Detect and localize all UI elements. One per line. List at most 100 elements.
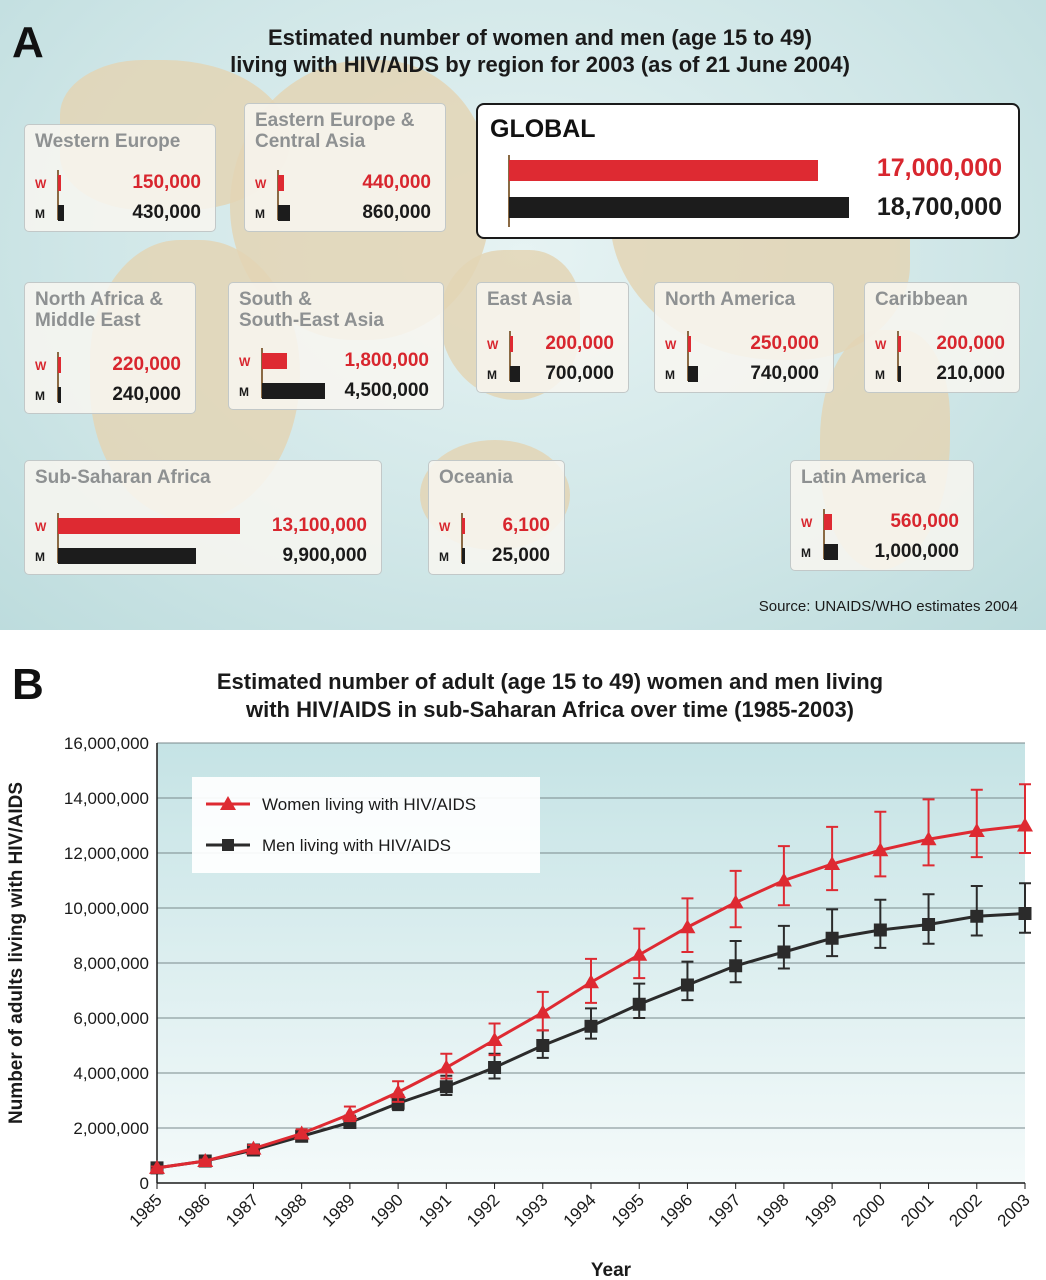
region-name: Caribbean (875, 289, 968, 310)
region-axis-line (261, 348, 263, 398)
y-tick-label: 2,000,000 (73, 1119, 149, 1138)
panel-a-title-line1: Estimated number of women and men (age 1… (268, 25, 812, 50)
data-point-triangle (727, 894, 744, 909)
region-western-europe: Western Europe W 150,000 M 430,000 (24, 124, 216, 232)
x-tick-label: 1993 (511, 1190, 551, 1230)
data-point-square (488, 1061, 502, 1074)
region-women-label: W (255, 177, 267, 191)
data-point-triangle (920, 831, 937, 846)
region-men-bar (58, 205, 64, 221)
y-tick-label: 6,000,000 (73, 1009, 149, 1028)
region-men-label: M (487, 368, 497, 382)
region-sub-saharan-africa: Sub-Saharan Africa W 13,100,000 M 9,900,000 (24, 460, 382, 575)
region-women-label: W (875, 338, 887, 352)
x-tick-label: 1998 (753, 1190, 793, 1230)
region-axis-line (57, 513, 59, 563)
x-axis-title: Year (591, 1260, 632, 1280)
x-tick-label: 2003 (994, 1190, 1034, 1230)
region-men-label: M (255, 207, 265, 221)
region-name: Latin America (801, 467, 926, 488)
data-point-triangle (583, 974, 599, 989)
region-women-bar (510, 336, 513, 352)
y-tick-label: 10,000,000 (64, 899, 149, 918)
data-point-triangle (679, 919, 696, 934)
x-tick-label: 1994 (560, 1190, 600, 1230)
region-women-bar (688, 336, 692, 352)
data-point-square (584, 1019, 598, 1033)
panel-b-title: Estimated number of adult (age 15 to 49)… (130, 668, 970, 724)
global-axis-line (508, 155, 510, 227)
global-women-bar (509, 160, 819, 181)
source-note: Source: UNAIDS/WHO estimates 2004 (758, 598, 1018, 615)
x-tick-label: 1990 (367, 1190, 407, 1230)
data-point-square (632, 997, 646, 1011)
region-axis-line (823, 509, 825, 559)
region-women-bar (58, 518, 241, 534)
region-women-label: W (35, 359, 47, 373)
x-tick-label: 1986 (174, 1190, 214, 1230)
data-point-triangle (824, 856, 841, 870)
region-men-label: M (239, 385, 249, 399)
global-women-value: 17,000,000 (876, 154, 1002, 182)
region-eastern-europe: Eastern Europe & Central Asia W 440,000 M 86… (244, 103, 446, 232)
region-axis-line (277, 170, 279, 220)
region-women-label: W (35, 177, 47, 191)
region-women-label: W (239, 355, 251, 369)
legend: Women living with HIV/AIDS Men living wit… (192, 777, 540, 873)
y-tick-label: 12,000,000 (64, 844, 149, 863)
x-tick-label: 1992 (463, 1190, 503, 1230)
region-caribbean: Caribbean W 200,000 M 210,000 (864, 282, 1020, 393)
region-north-america: North America W 250,000 M 740,000 (654, 282, 834, 393)
global-box: GLOBAL 17,000,000 18,700,000 (476, 103, 1020, 239)
region-axis-line (509, 331, 511, 381)
global-men-value: 18,700,000 (876, 193, 1002, 221)
panel-b-letter: B (12, 660, 44, 709)
y-tick-label: 4,000,000 (73, 1064, 149, 1083)
region-south-east-asia: South & South-East Asia W 1,800,000 M 4,500,… (228, 282, 444, 410)
region-women-bar (278, 175, 285, 191)
data-point-square (1018, 907, 1032, 920)
region-men-bar (510, 366, 520, 382)
region-women-value: 560,000 (890, 511, 959, 532)
region-men-label: M (439, 550, 449, 564)
region-men-bar (898, 366, 901, 382)
y-tick-label: 14,000,000 (64, 789, 149, 808)
legend-marker-triangle (220, 796, 236, 810)
panel-a-title: Estimated number of women and men (age 1… (140, 24, 940, 78)
data-point-square (922, 918, 936, 931)
region-women-value: 1,800,000 (344, 350, 429, 371)
region-men-bar (824, 544, 838, 560)
region-women-value: 200,000 (936, 333, 1005, 354)
y-axis-title: Number of adults living with HIV/AIDS (6, 782, 27, 1124)
data-point-square (873, 923, 887, 937)
data-point-square (536, 1039, 550, 1052)
region-women-value: 150,000 (132, 172, 201, 193)
y-tick-label: 0 (140, 1174, 149, 1193)
region-men-label: M (665, 368, 675, 382)
region-women-bar (462, 518, 465, 534)
x-tick-label: 1996 (656, 1190, 696, 1230)
region-women-value: 13,100,000 (271, 515, 367, 536)
x-tick-label: 1988 (270, 1190, 310, 1230)
data-point-triangle (245, 1140, 262, 1155)
data-point-triangle (438, 1059, 455, 1074)
data-point-triangle (341, 1106, 358, 1121)
data-point-square (729, 959, 743, 973)
region-name: North America (665, 289, 796, 310)
region-men-label: M (35, 389, 45, 403)
data-point-triangle (197, 1153, 214, 1167)
x-tick-label: 1987 (222, 1190, 262, 1230)
x-tick-label: 1985 (126, 1190, 166, 1230)
x-tick-label: 1997 (704, 1190, 744, 1230)
legend-marker-square (222, 839, 234, 851)
region-axis-line (897, 331, 899, 381)
region-women-value: 220,000 (112, 354, 181, 375)
region-name: South & South-East Asia (239, 289, 384, 331)
region-men-value: 700,000 (545, 363, 614, 384)
region-axis-line (461, 513, 463, 563)
x-tick-label: 2002 (945, 1190, 985, 1230)
region-men-bar (462, 548, 465, 564)
region-women-label: W (439, 520, 451, 534)
region-women-value: 200,000 (545, 333, 614, 354)
y-tick-label: 16,000,000 (64, 734, 149, 753)
